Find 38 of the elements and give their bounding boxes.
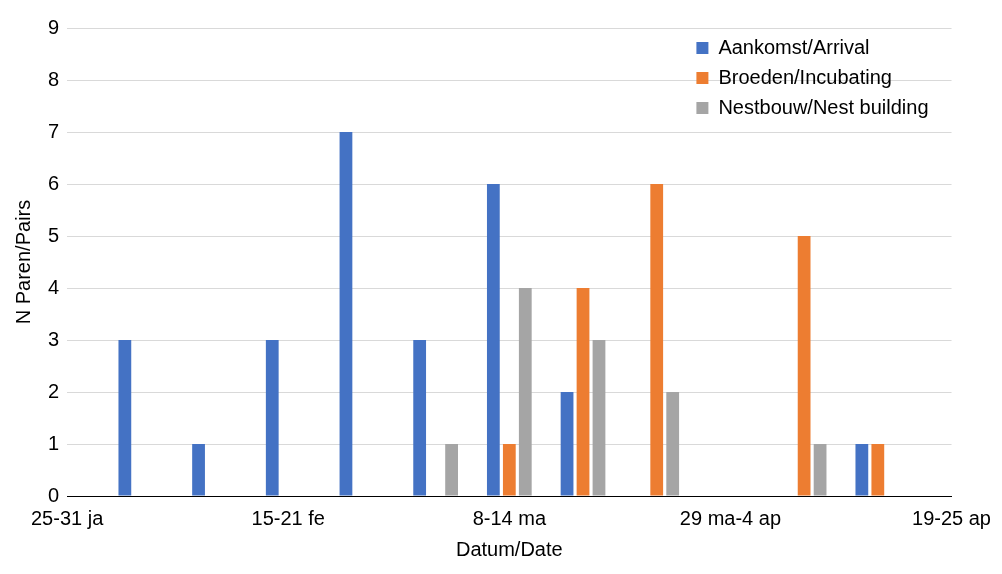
legend-label: Broeden/Incubating — [718, 65, 892, 88]
bar — [576, 288, 590, 496]
bar — [650, 184, 664, 496]
bar — [502, 444, 516, 496]
y-tick-label: 4 — [48, 275, 60, 298]
y-axis-title: N Paren/Pairs — [11, 199, 34, 325]
y-tick-label: 1 — [48, 431, 60, 454]
y-tick-label: 2 — [48, 379, 60, 402]
y-tick-label: 0 — [48, 483, 60, 506]
y-tick-label: 8 — [48, 67, 60, 90]
x-tick-label: 19-25 ap — [912, 506, 992, 529]
bar — [486, 184, 500, 496]
x-tick-label: 25-31 ja — [30, 506, 105, 529]
y-tick-label: 9 — [48, 15, 60, 38]
bar — [445, 444, 458, 496]
bar — [813, 444, 827, 496]
bar — [871, 444, 885, 496]
legend-label: Nestbouw/Nest building — [718, 95, 929, 118]
y-tick-label: 3 — [48, 327, 60, 350]
y-tick-label: 6 — [48, 171, 60, 194]
bar — [518, 288, 532, 496]
bar — [666, 392, 680, 496]
bar — [855, 444, 869, 496]
bar — [192, 444, 205, 496]
y-tick-label: 5 — [48, 223, 60, 246]
x-axis-title: Datum/Date — [455, 537, 563, 560]
bar — [265, 340, 279, 496]
bar — [560, 392, 574, 496]
y-tick-label: 7 — [48, 119, 60, 142]
x-tick-label: 15-21 fe — [251, 506, 325, 529]
bar — [592, 340, 606, 496]
bar — [797, 236, 811, 496]
x-tick-label: 29 ma-4 ap — [679, 506, 782, 529]
bar — [413, 340, 427, 496]
bar — [339, 132, 353, 496]
legend-label: Aankomst/Arrival — [718, 35, 870, 58]
bar — [118, 340, 132, 496]
x-tick-label: 8-14 ma — [472, 506, 547, 529]
